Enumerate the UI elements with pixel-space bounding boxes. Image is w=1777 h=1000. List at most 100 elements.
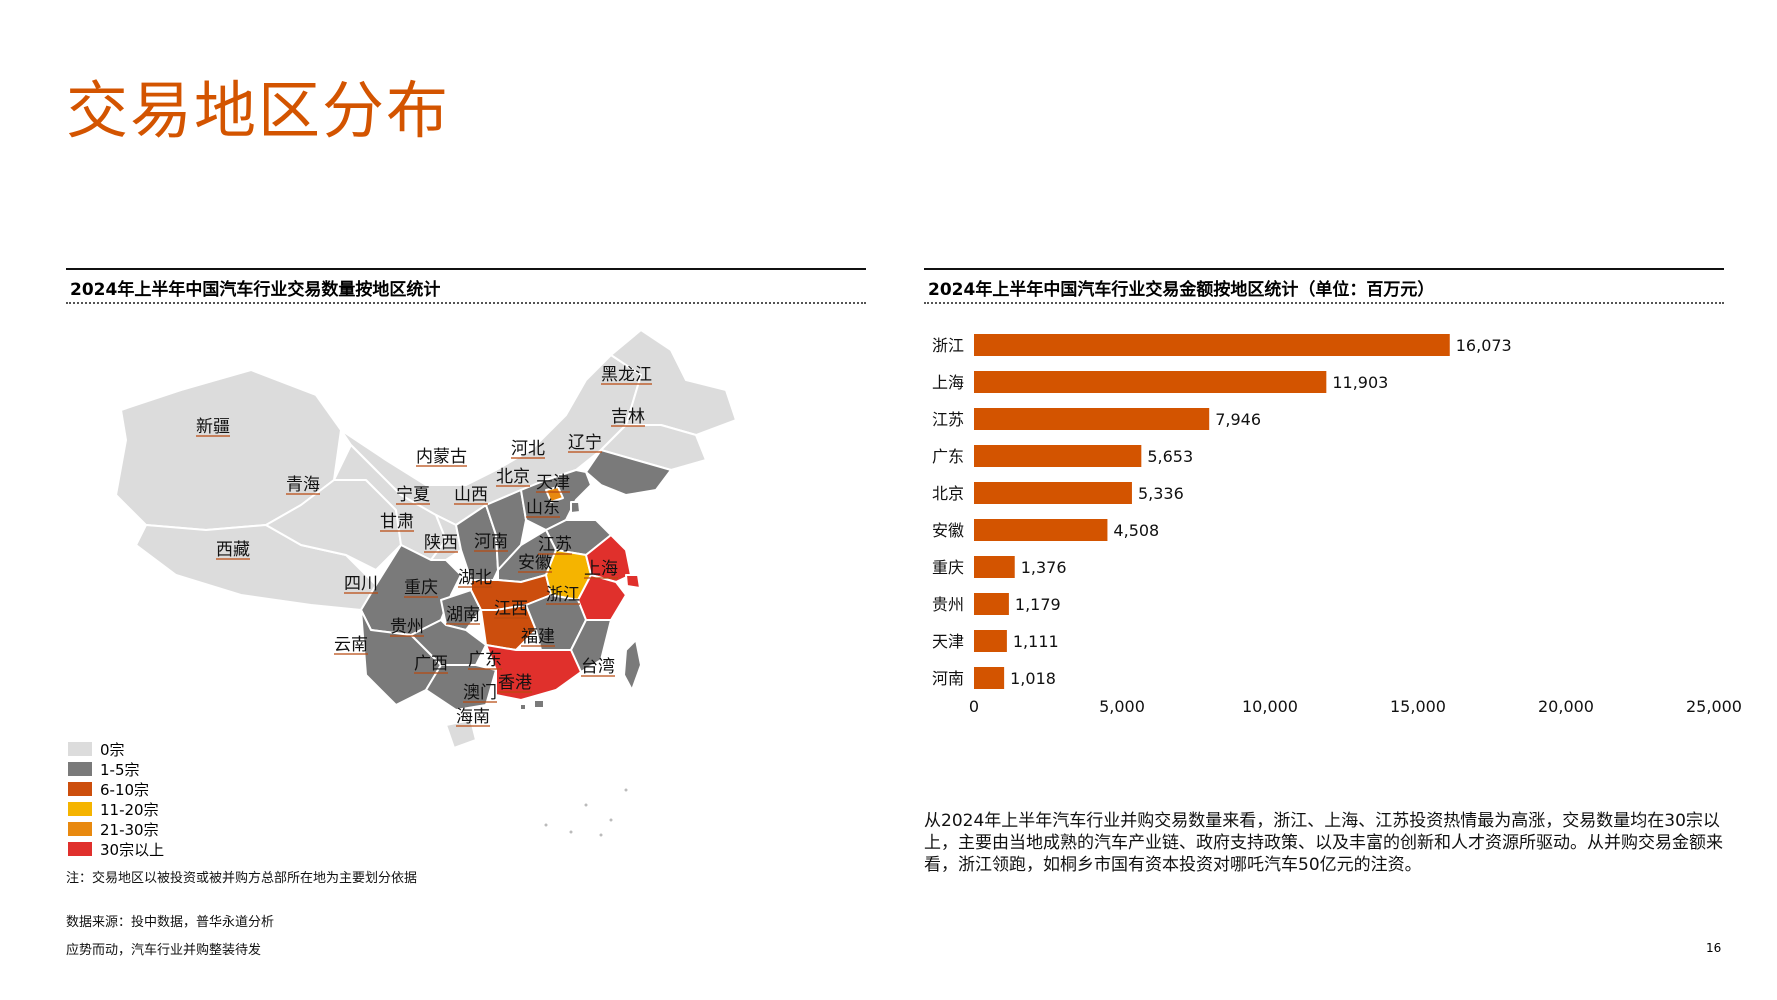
bar xyxy=(974,482,1132,504)
province-label: 湖北 xyxy=(458,568,492,588)
province-label: 辽宁 xyxy=(568,433,602,453)
bar-value-label: 5,653 xyxy=(1147,447,1193,466)
legend-swatch-2 xyxy=(68,782,92,796)
province-label: 青海 xyxy=(286,475,320,495)
legend-label: 6-10宗 xyxy=(100,780,150,799)
province-label: 上海 xyxy=(584,559,618,579)
province-label: 澳门 xyxy=(463,683,497,703)
map-legend: 0宗 1-5宗 6-10宗 11-20宗 21-30宗 30宗以上 xyxy=(68,739,164,859)
x-tick-label: 15,000 xyxy=(1390,697,1446,716)
bar-value-label: 7,946 xyxy=(1215,410,1261,429)
bar-value-label: 4,508 xyxy=(1113,521,1159,540)
province-label: 山西 xyxy=(454,485,488,505)
province-广东 xyxy=(485,644,582,701)
bar xyxy=(974,630,1007,652)
legend-item: 1-5宗 xyxy=(68,759,164,779)
map-footnote: 注：交易地区以被投资或被并购方总部所在地为主要划分依据 xyxy=(66,871,418,886)
legend-swatch-0 xyxy=(68,742,92,756)
province-label: 天津 xyxy=(536,473,570,493)
x-tick-label: 20,000 xyxy=(1538,697,1594,716)
commentary-text: 从2024年上半年汽车行业并购交易数量来看，浙江、上海、江苏投资热情最为高涨，交… xyxy=(924,811,1723,875)
bar-chart-heading: 2024年上半年中国汽车行业交易金额按地区统计（单位：百万元） xyxy=(928,280,1435,300)
province-label: 山东 xyxy=(526,498,560,518)
page-number: 16 xyxy=(1706,941,1722,955)
bar xyxy=(974,334,1450,356)
province-label: 新疆 xyxy=(196,417,230,437)
deal-value-bar-chart: 浙江 16,073 上海 11,903 江苏 7,946 广东 5,653 北京 5,336 安徽 4… xyxy=(932,334,1742,716)
legend-item: 6-10宗 xyxy=(68,779,164,799)
legend-label: 21-30宗 xyxy=(100,820,159,839)
bar xyxy=(974,519,1108,541)
bar-category-label: 广东 xyxy=(932,447,964,466)
bar-category-label: 贵州 xyxy=(932,595,964,614)
province-label: 黑龙江 xyxy=(601,365,652,385)
bar-value-label: 1,111 xyxy=(1013,632,1059,651)
province-台湾 xyxy=(623,639,642,691)
map-section-header: 2024年上半年中国汽车行业交易数量按地区统计 xyxy=(66,268,866,304)
legend-label: 0宗 xyxy=(100,740,125,759)
bar-value-label: 1,179 xyxy=(1015,595,1061,614)
province-label: 江苏 xyxy=(538,535,572,555)
province-label: 浙江 xyxy=(546,585,580,605)
province-label: 贵州 xyxy=(390,617,424,637)
bar-category-label: 安徽 xyxy=(932,521,964,540)
x-tick-label: 10,000 xyxy=(1242,697,1298,716)
x-axis: 0 5,000 10,000 15,000 20,000 25,000 xyxy=(969,697,1742,716)
data-source: 数据来源：投中数据，普华永道分析 xyxy=(66,915,275,930)
bar-category-label: 浙江 xyxy=(932,336,964,355)
province-天津 xyxy=(570,501,581,514)
province-shapes xyxy=(115,329,737,749)
bar-category-label: 江苏 xyxy=(932,410,964,429)
bar-category-label: 北京 xyxy=(932,484,964,503)
bar xyxy=(974,667,1005,689)
bar-value-label: 16,073 xyxy=(1456,336,1512,355)
legend-swatch-4 xyxy=(68,822,92,836)
bar-value-label: 1,018 xyxy=(1010,669,1056,688)
province-label: 河北 xyxy=(511,439,545,459)
province-上海 xyxy=(625,574,641,589)
province-黑龙江 xyxy=(610,329,737,436)
south-sea-islands xyxy=(544,788,628,837)
bar-section-header: 2024年上半年中国汽车行业交易金额按地区统计（单位：百万元） xyxy=(924,268,1724,304)
province-label: 广西 xyxy=(414,654,448,674)
province-重庆 xyxy=(440,589,482,631)
legend-item: 0宗 xyxy=(68,739,164,759)
province-label: 江西 xyxy=(494,599,528,619)
province-label: 宁夏 xyxy=(396,485,430,505)
province-海南 xyxy=(445,719,477,749)
province-label: 海南 xyxy=(456,707,490,727)
province-北京 xyxy=(545,486,564,503)
bar xyxy=(974,593,1009,615)
bar-category-label: 河南 xyxy=(932,669,964,688)
legend-item: 30宗以上 xyxy=(68,839,164,859)
province-label: 内蒙古 xyxy=(416,447,467,467)
page-title: 交易地区分布 xyxy=(66,74,451,147)
province-label: 重庆 xyxy=(404,578,438,598)
province-label: 四川 xyxy=(344,574,378,594)
legend-label: 11-20宗 xyxy=(100,800,159,819)
legend-swatch-1 xyxy=(68,762,92,776)
legend-label: 30宗以上 xyxy=(100,840,165,859)
bar-value-label: 5,336 xyxy=(1138,484,1184,503)
province-label: 湖南 xyxy=(446,605,480,625)
bar-category-label: 天津 xyxy=(932,632,964,651)
province-label: 西藏 xyxy=(216,540,250,560)
bar xyxy=(974,556,1015,578)
province-label: 福建 xyxy=(521,627,555,647)
legend-item: 21-30宗 xyxy=(68,819,164,839)
bar-value-label: 11,903 xyxy=(1332,373,1388,392)
bar xyxy=(974,445,1142,467)
province-label: 甘肃 xyxy=(380,512,414,532)
bar-category-label: 重庆 xyxy=(932,558,964,577)
legend-item: 11-20宗 xyxy=(68,799,164,819)
province-label: 安徽 xyxy=(518,553,552,573)
x-tick-label: 0 xyxy=(969,697,979,716)
province-label: 陕西 xyxy=(424,533,458,553)
x-tick-label: 25,000 xyxy=(1686,697,1742,716)
legend-swatch-5 xyxy=(68,842,92,856)
province-label: 北京 xyxy=(496,467,530,487)
bar-group: 浙江 16,073 上海 11,903 江苏 7,946 广东 5,653 北京 5,336 安徽 4… xyxy=(932,334,1512,689)
bar xyxy=(974,371,1327,393)
